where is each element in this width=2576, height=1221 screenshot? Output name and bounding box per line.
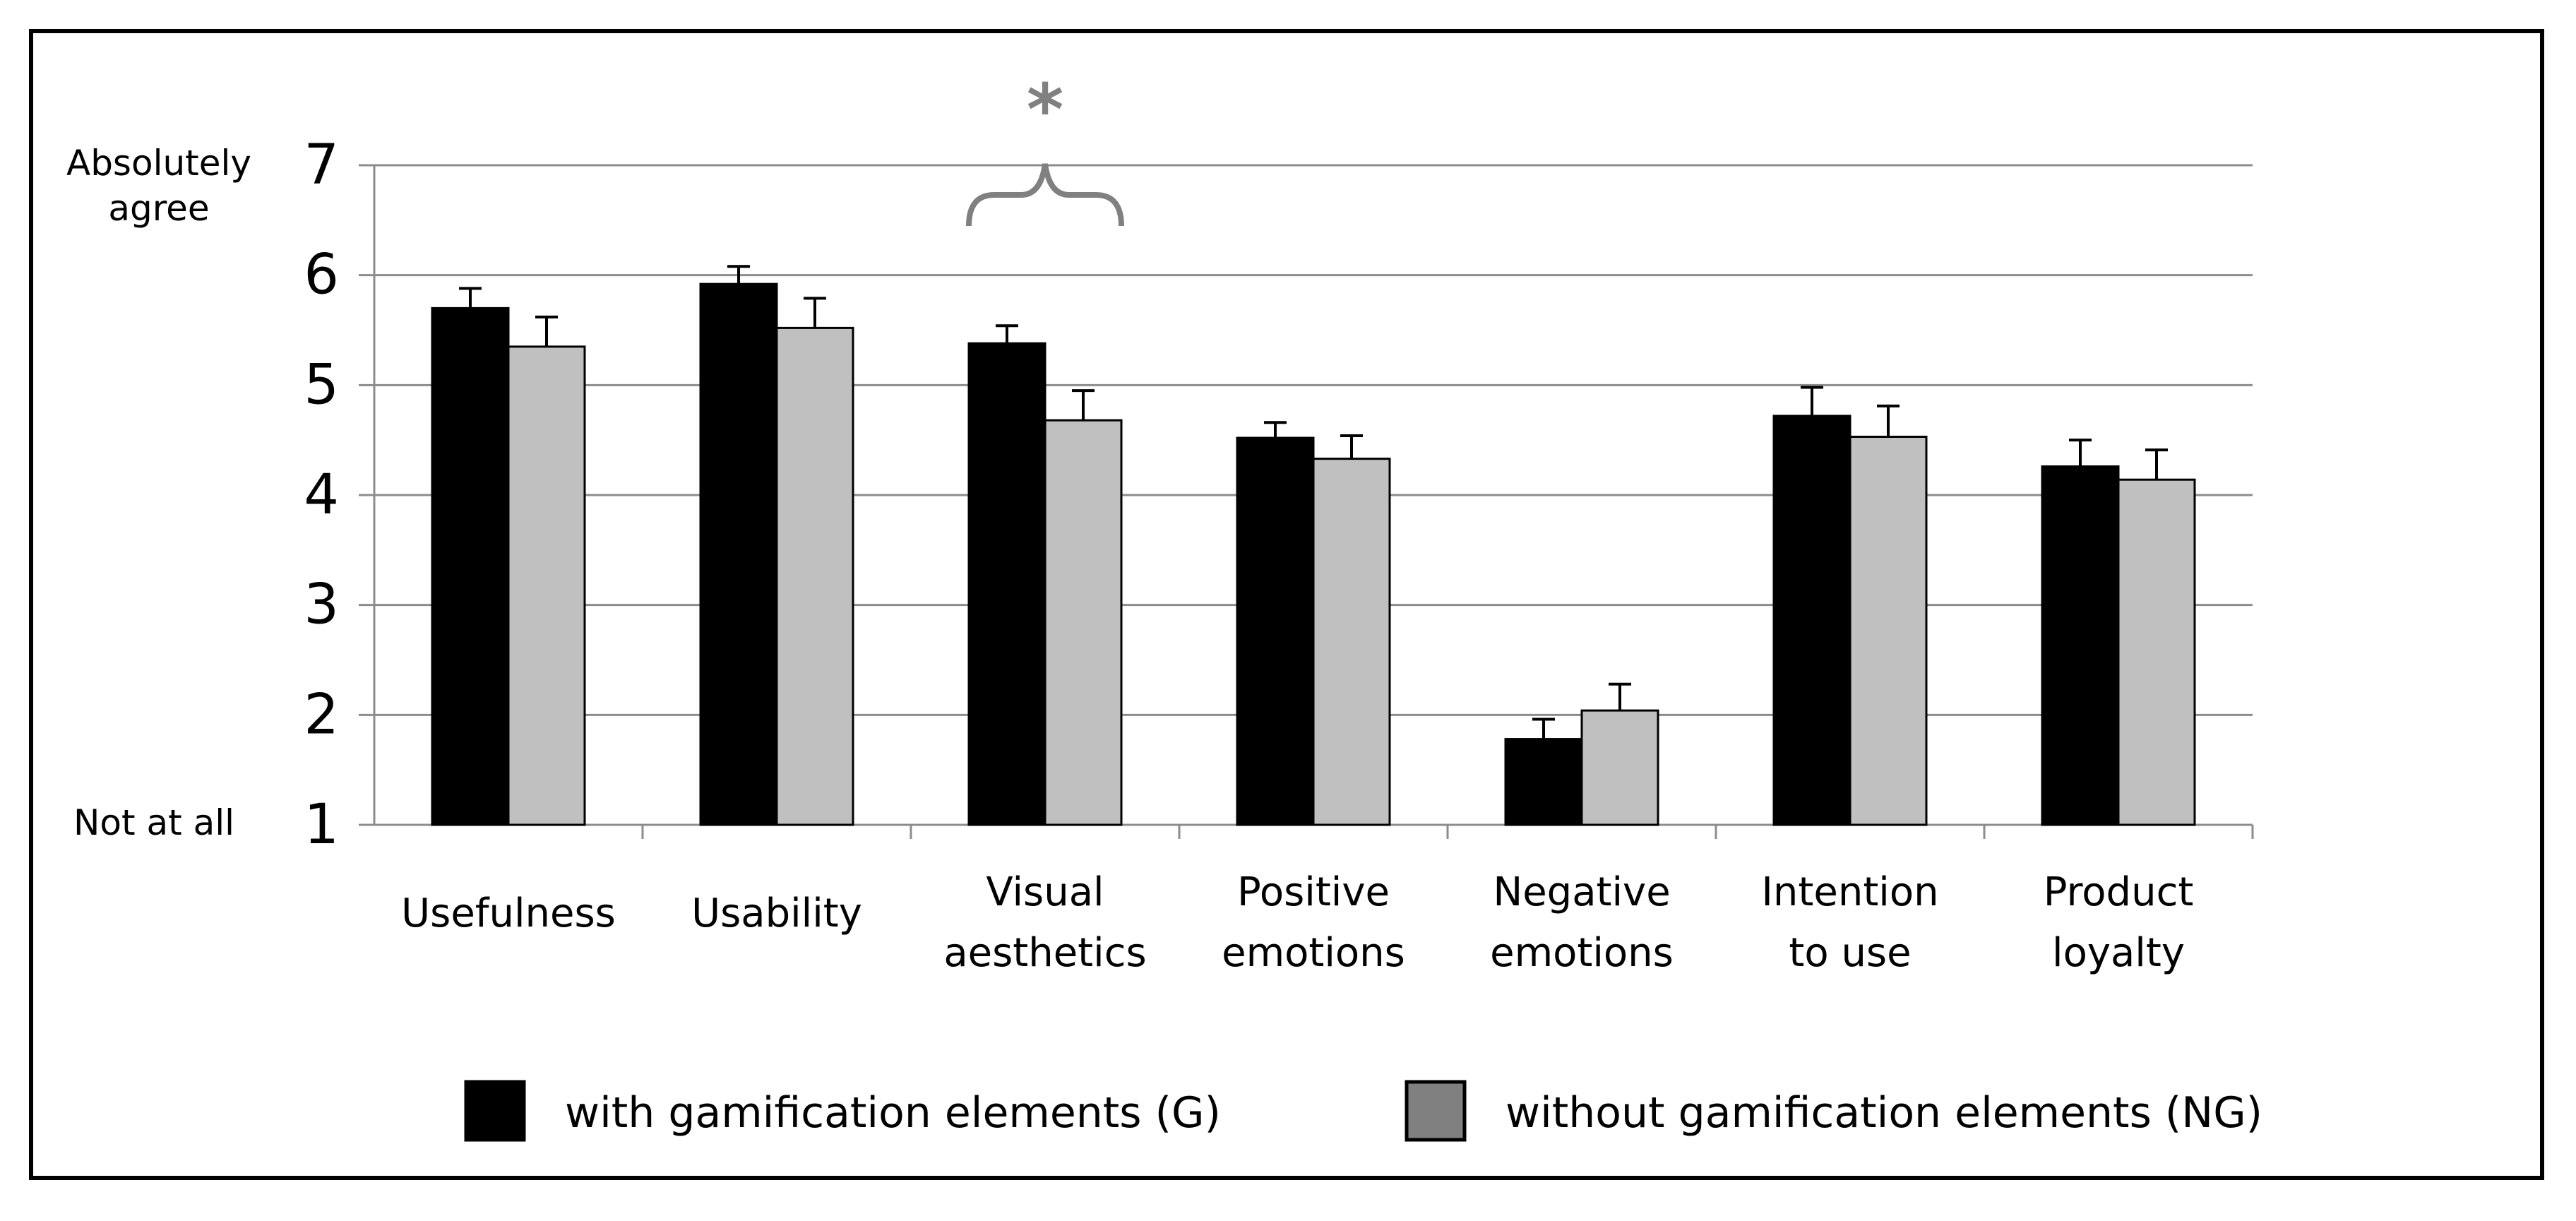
bar-g	[431, 306, 510, 826]
x-tick-label: Product loyalty	[2044, 869, 2194, 976]
y-tick-label: 1	[304, 793, 339, 857]
legend-label: with gamification elements (G)	[565, 1088, 1221, 1138]
y-bottom-label: Not at all	[73, 802, 234, 843]
significance-brace	[966, 163, 1124, 227]
y-tick-label: 6	[304, 244, 339, 307]
y-tick-label: 3	[304, 573, 339, 637]
x-tick-label: Positive emotions	[1222, 869, 1405, 976]
x-tick-label-line: aesthetics	[943, 930, 1146, 976]
significance-asterisk: *	[1027, 69, 1063, 151]
bar-ng	[1312, 458, 1391, 826]
x-tick-label: Usability	[691, 891, 862, 936]
y-tick-label: 2	[304, 683, 339, 746]
x-tick-label-line: to use	[1789, 930, 1911, 976]
y-tick-label: 5	[304, 353, 339, 417]
bar-ng	[1044, 419, 1123, 826]
x-tick-label-line: Usability	[691, 891, 862, 936]
y-top-label-line: agree	[108, 188, 209, 229]
bar-ng	[2117, 478, 2196, 826]
x-tick-label-line: Intention	[1761, 869, 1938, 915]
x-tick-label-line: Positive	[1237, 869, 1390, 915]
bar-g	[1772, 415, 1852, 826]
x-tick-label-line: emotions	[1490, 930, 1674, 976]
x-tick-label: Intention to use	[1761, 869, 1938, 976]
x-tick-label: Negative emotions	[1490, 869, 1674, 976]
x-tick-label-line: Visual	[986, 869, 1104, 915]
bar-ng	[1580, 709, 1659, 826]
y-top-label-line: Absolutely	[66, 143, 251, 184]
bar-ng	[1849, 435, 1928, 826]
x-tick-label-line: loyalty	[2052, 930, 2185, 976]
y-top-label: Absolutely agree	[66, 143, 251, 229]
bar-g	[967, 342, 1046, 826]
bar-g	[2041, 465, 2120, 826]
bars: Usefulness Usability Visual aesthetics Posit…	[401, 265, 2254, 976]
x-tick-label-line: Negative	[1493, 869, 1670, 915]
legend-swatch	[1405, 1080, 1467, 1142]
x-tick-label-line: emotions	[1222, 930, 1405, 976]
bar-ng	[775, 326, 854, 826]
x-tick-label-line: Product	[2044, 869, 2194, 915]
bar-g	[1504, 738, 1583, 826]
bar-g	[1236, 436, 1315, 826]
bar-ng	[507, 345, 586, 826]
y-tick-label: 7	[304, 133, 339, 197]
y-tick-label: 4	[304, 463, 339, 527]
legend: with gamification elements (G) without ga…	[464, 1080, 2262, 1142]
bar-g	[699, 282, 778, 826]
x-tick-label: Usefulness	[401, 891, 616, 936]
legend-swatch	[464, 1080, 526, 1142]
x-tick-label-line: Usefulness	[401, 891, 616, 936]
x-tick-label: Visual aesthetics	[943, 869, 1146, 976]
legend-label: without gamification elements (NG)	[1505, 1088, 2262, 1138]
